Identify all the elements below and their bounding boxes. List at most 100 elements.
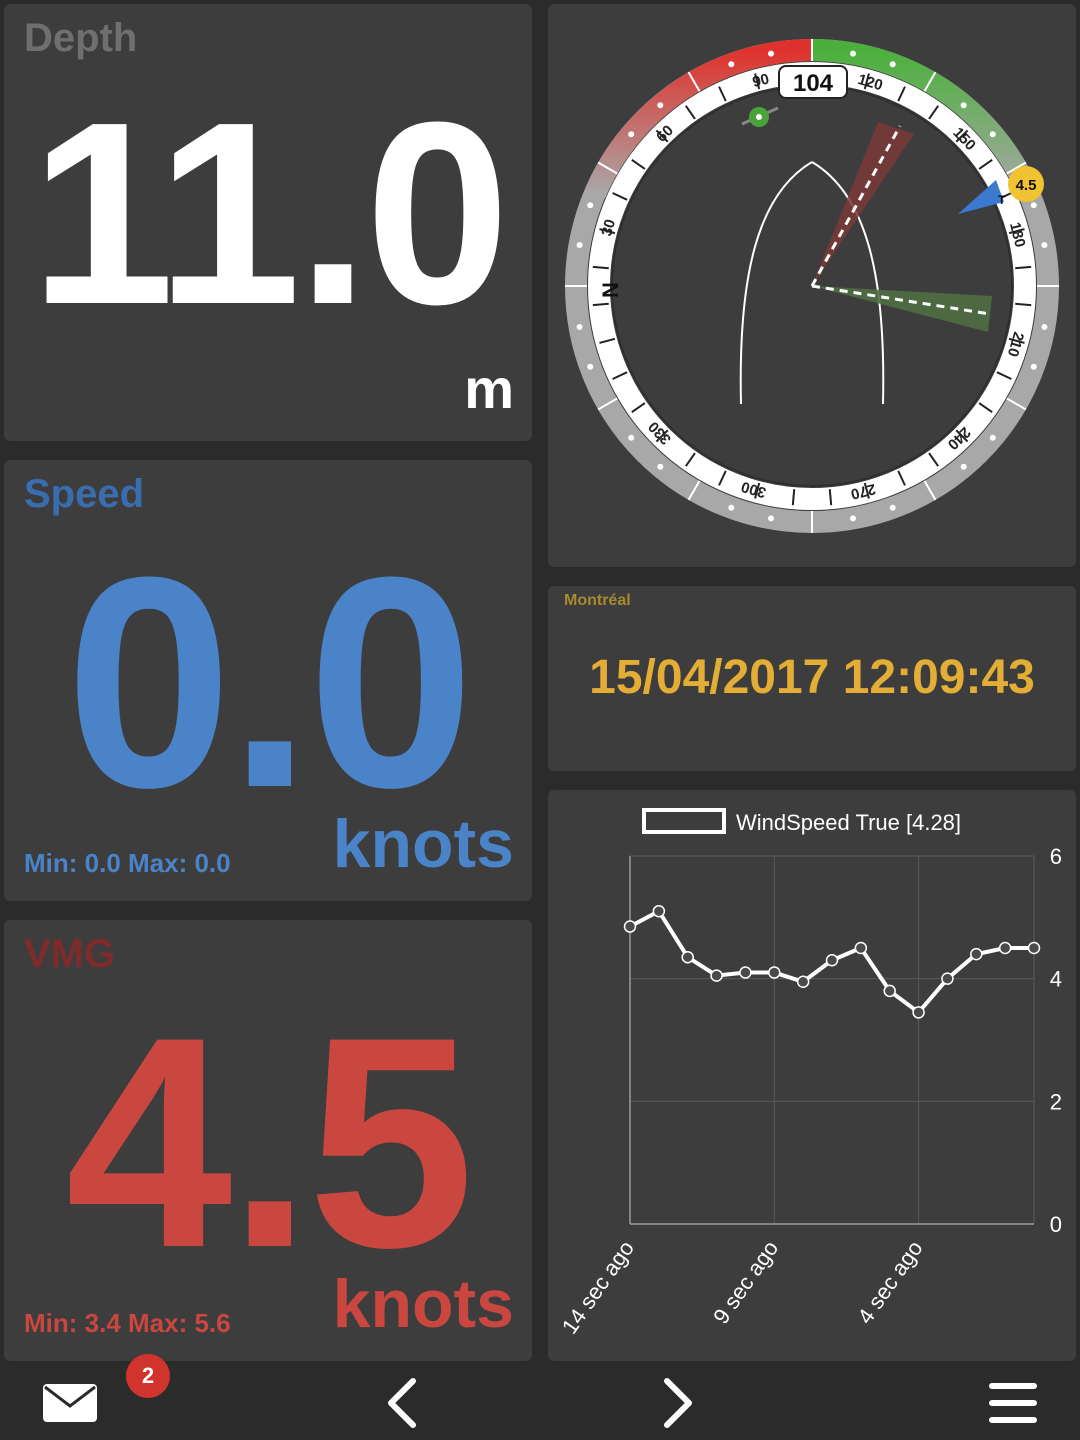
compass-tick xyxy=(897,470,906,486)
outer-ring-dot xyxy=(889,504,896,511)
outer-ring-tick xyxy=(923,480,937,501)
true-wind-line xyxy=(811,284,991,316)
compass-tick xyxy=(978,158,993,170)
outer-ring-tick xyxy=(687,71,701,92)
compass-tick xyxy=(684,105,696,120)
outer-ring-dots xyxy=(565,39,1059,533)
data-point xyxy=(854,941,868,955)
outer-ring-dot xyxy=(657,463,664,470)
heading-box xyxy=(778,65,848,99)
outer-ring-tick xyxy=(687,480,701,501)
compass-tick xyxy=(955,429,969,443)
compass-tick xyxy=(754,482,761,499)
data-point xyxy=(970,947,983,961)
outer-ring-dot xyxy=(576,323,583,330)
compass-tick xyxy=(754,73,761,90)
compass-tick xyxy=(718,470,727,486)
outer-ring-dot xyxy=(1041,323,1048,330)
compass-tick xyxy=(828,489,833,506)
windspeed-points xyxy=(623,904,1041,1019)
clock-datetime: 15/04/2017 12:09:43 xyxy=(589,651,1035,704)
true-wind-sector xyxy=(812,286,992,332)
previous-page-button[interactable] xyxy=(372,1366,432,1440)
compass-tick xyxy=(612,371,628,380)
vmg-widget[interactable]: VMG 4.5 Min: 3.4 Max: 5.6 knots xyxy=(4,920,532,1361)
outer-ring-dot xyxy=(768,50,775,57)
compass-tick xyxy=(718,86,727,102)
compass-label: 90 xyxy=(751,71,771,92)
outer-ring-dot xyxy=(628,131,635,138)
compass-label: 120 xyxy=(856,71,885,94)
outer-ring-dot xyxy=(960,102,967,109)
wind-speed-tag-value: 4.5 xyxy=(1016,177,1037,194)
compass-label: 210 xyxy=(1004,330,1027,359)
chart-x-ticks: 14 sec ago 9 sec ago 4 sec ago xyxy=(557,1236,928,1339)
data-point xyxy=(1027,941,1041,955)
legend-swatch xyxy=(642,808,726,834)
speed-widget[interactable]: Speed 0.0 Min: 0.0 Max: 0.0 knots xyxy=(4,460,532,901)
data-point xyxy=(998,941,1012,955)
starboard-arc xyxy=(811,39,1040,199)
compass-tick xyxy=(928,105,940,120)
y-tick-label: 4 xyxy=(1050,967,1062,992)
compass-ticks xyxy=(592,66,1032,506)
compass-tick xyxy=(612,192,628,201)
compass-tick xyxy=(592,302,609,307)
compass-label: 270 xyxy=(849,480,877,503)
true-wind-pointer xyxy=(958,180,1004,214)
messages-button[interactable]: 2 xyxy=(30,1354,170,1440)
outer-ring-dot xyxy=(989,131,996,138)
outer-ring-dot xyxy=(849,515,856,522)
vmg-title: VMG xyxy=(24,932,116,976)
y-tick-label: 2 xyxy=(1050,1089,1062,1114)
outer-ring-dot xyxy=(628,434,635,441)
compass-tick xyxy=(1008,228,1025,235)
outer-ring-dot xyxy=(768,515,775,522)
data-point xyxy=(825,954,839,967)
outer-ring-tick xyxy=(597,397,618,411)
compass-tick xyxy=(897,86,906,102)
compass-tick xyxy=(863,73,870,90)
x-tick-label: 9 sec ago xyxy=(708,1236,783,1328)
depth-value: 11.0 xyxy=(30,69,510,359)
data-point xyxy=(681,950,694,964)
x-tick-label: 14 sec ago xyxy=(557,1236,639,1339)
compass-tick xyxy=(996,371,1012,380)
windspeed-chart-widget[interactable]: WindSpeed True [4.28] 0 2 4 6 14 sec ago 9 s… xyxy=(548,790,1076,1361)
outer-ring-dot xyxy=(960,463,967,470)
compass-tick xyxy=(791,489,796,506)
chart-grid xyxy=(629,855,1035,1225)
chevron-left-icon xyxy=(388,1378,416,1428)
wind-instrument-widget[interactable]: 30 60 90 120 150 180 210 240 270 300 330 N 104 T 4… xyxy=(548,4,1076,567)
compass-tick xyxy=(655,129,669,143)
outer-ring-dot xyxy=(989,434,996,441)
vmg-minmax: Min: 3.4 Max: 5.6 xyxy=(24,1308,231,1338)
menu-button[interactable] xyxy=(978,1366,1048,1440)
next-page-button[interactable] xyxy=(648,1366,708,1440)
data-point xyxy=(710,969,723,982)
speed-unit: knots xyxy=(332,806,514,882)
depth-title: Depth xyxy=(24,16,138,60)
port-arc xyxy=(584,39,813,199)
compass-tick xyxy=(599,337,616,344)
north-label: N xyxy=(598,282,623,298)
data-point xyxy=(739,966,752,979)
data-point xyxy=(652,904,666,918)
outer-ring-dot xyxy=(1030,363,1037,370)
compass-tick xyxy=(684,452,696,467)
heading-value: 104 xyxy=(793,70,834,97)
compass-tick xyxy=(955,129,969,143)
bottom-toolbar: 2 xyxy=(0,1354,1080,1440)
depth-unit: m xyxy=(464,357,514,420)
outer-ring-dot xyxy=(587,363,594,370)
outer-ring-dot xyxy=(576,242,583,249)
clock-widget[interactable]: Montréal 15/04/2017 12:09:43 xyxy=(548,586,1076,771)
depth-widget[interactable]: Depth 11.0 m xyxy=(4,4,532,441)
compass-tick xyxy=(1008,337,1025,344)
outer-ring-tick xyxy=(1006,397,1027,411)
apparent-wind-line xyxy=(810,125,902,287)
true-wind-marker: T xyxy=(998,193,1006,207)
x-tick-label: 4 sec ago xyxy=(852,1236,927,1328)
outer-ring-dot xyxy=(728,61,735,68)
